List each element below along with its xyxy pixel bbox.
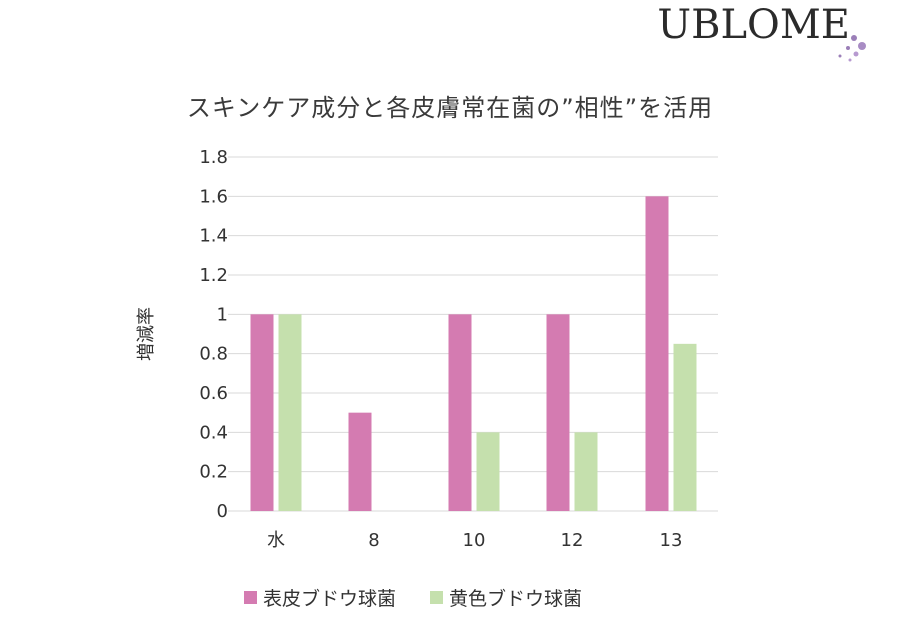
y-tick-label: 1 [217, 304, 228, 325]
bar-epidermidis [546, 314, 570, 511]
bar-aureus [476, 432, 500, 511]
y-tick-label: 0.4 [199, 422, 228, 443]
x-tick-label: 13 [660, 530, 683, 551]
y-axis-label: 増減率 [136, 307, 157, 361]
bar-epidermidis [348, 412, 372, 511]
bar-aureus [574, 432, 598, 511]
legend-swatch [430, 591, 444, 604]
bar-epidermidis [250, 314, 274, 511]
y-tick-label: 1.2 [199, 265, 228, 286]
y-tick-label: 0.6 [199, 383, 228, 404]
y-tick-label: 1.4 [199, 226, 228, 247]
x-tick-label: 12 [561, 530, 584, 551]
legend-item: 黄色ブドウ球菌 [430, 584, 582, 611]
legend-item: 表皮ブドウ球菌 [244, 584, 396, 611]
y-tick-label: 0.2 [199, 462, 228, 483]
x-tick-label: 水 [267, 530, 285, 551]
x-tick-label: 8 [368, 530, 379, 551]
bar-epidermidis [448, 314, 472, 511]
y-tick-label: 0.8 [199, 344, 228, 365]
logo-dots-icon [838, 35, 866, 62]
chart-legend: 表皮ブドウ球菌 黄色ブドウ球菌 [244, 584, 582, 611]
bar-aureus [278, 314, 302, 511]
legend-swatch [244, 591, 257, 604]
legend-label: 黄色ブドウ球菌 [449, 588, 583, 610]
bar-epidermidis [645, 196, 669, 512]
y-tick-label: 1.6 [199, 186, 228, 207]
brand-logo: UBLOME [648, 2, 868, 64]
y-tick-label: 1.8 [199, 147, 228, 168]
brand-logo-text: UBLOME [657, 2, 850, 48]
y-tick-label: 0 [217, 501, 228, 522]
chart-title: スキンケア成分と各皮膚常在菌の”相性”を活用 [186, 94, 714, 122]
x-tick-label: 10 [463, 530, 486, 551]
bar-aureus [673, 343, 697, 511]
legend-label: 表皮ブドウ球菌 [263, 588, 397, 610]
